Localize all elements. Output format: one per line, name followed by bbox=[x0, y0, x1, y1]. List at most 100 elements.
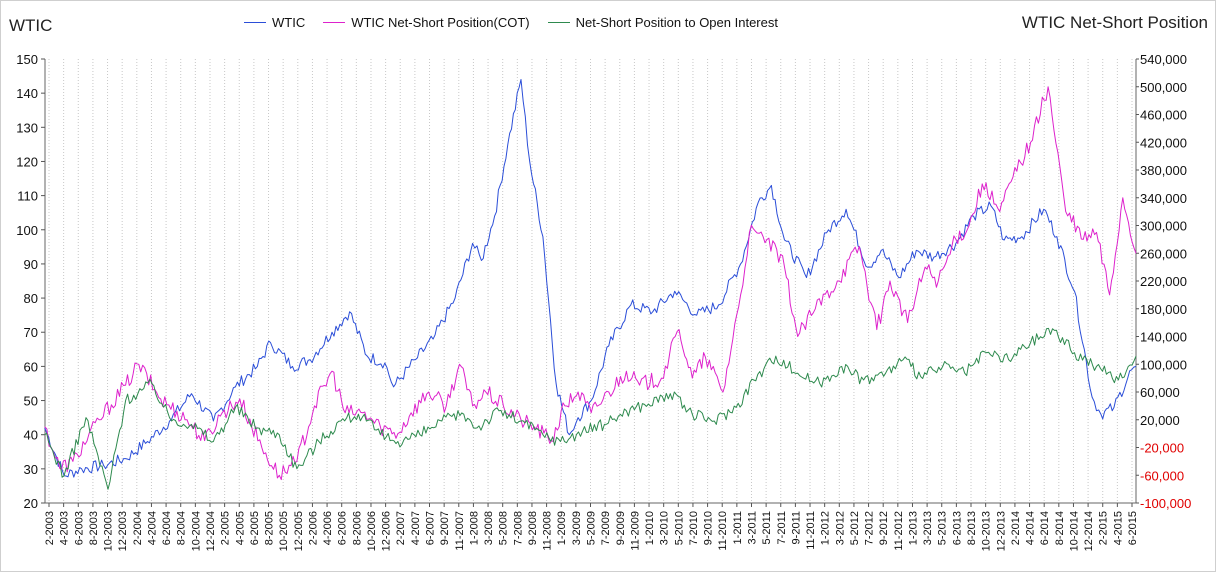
x-tick-label: 2-2014 bbox=[1010, 511, 1022, 545]
right-tick-label: 500,000 bbox=[1140, 80, 1187, 95]
x-tick-label: 7-2011 bbox=[776, 511, 788, 544]
legend-swatch-wtic bbox=[244, 22, 266, 23]
left-tick-label: 120 bbox=[16, 154, 38, 169]
x-tick-label: 5-2009 bbox=[586, 511, 598, 545]
x-tick-label: 8-2005 bbox=[264, 511, 276, 545]
x-tick-label: 4-2015 bbox=[1112, 511, 1124, 545]
x-tick-label: 10-2006 bbox=[366, 511, 378, 551]
x-tick-label: 12-2005 bbox=[293, 511, 305, 551]
x-axis-ticks: 2-2003 4-2003 6-2003 8-2003 10-2003 12-2003 2-… bbox=[44, 503, 1139, 551]
x-tick-label: 5-2011 bbox=[761, 511, 773, 544]
x-tick-label: 1-2009 bbox=[556, 511, 568, 545]
x-tick-label: 10-2013 bbox=[981, 511, 993, 551]
left-tick-label: 40 bbox=[24, 428, 38, 443]
x-tick-label: 9-2012 bbox=[878, 511, 890, 545]
x-tick-label: 5-2013 bbox=[937, 511, 949, 545]
left-axis-title: WTIC bbox=[9, 16, 53, 35]
x-tick-label: 2-2006 bbox=[307, 511, 319, 545]
x-tick-label: 5-2010 bbox=[673, 511, 685, 545]
x-tick-label: 12-2003 bbox=[117, 511, 129, 551]
x-tick-label: 3-2008 bbox=[483, 511, 495, 545]
x-tick-label: 1-2013 bbox=[907, 511, 919, 545]
left-tick-label: 90 bbox=[24, 257, 38, 272]
x-tick-label: 7-2010 bbox=[688, 511, 700, 545]
left-tick-label: 130 bbox=[16, 120, 38, 135]
x-tick-label: 3-2012 bbox=[834, 511, 846, 545]
right-tick-label: 60,000 bbox=[1140, 385, 1180, 400]
series-line-cot bbox=[44, 86, 1137, 481]
x-tick-label: 9-2010 bbox=[703, 511, 715, 545]
series-line-oi bbox=[44, 327, 1137, 490]
right-tick-label: 100,000 bbox=[1140, 357, 1187, 372]
legend-swatch-oi bbox=[547, 22, 570, 23]
x-tick-label: 6-2005 bbox=[249, 511, 261, 545]
x-tick-label: 11-2012 bbox=[893, 511, 905, 551]
x-tick-label: 7-2009 bbox=[600, 511, 612, 545]
x-tick-label: 12-2014 bbox=[1083, 511, 1095, 551]
x-tick-label: 4-2003 bbox=[59, 511, 71, 545]
right-tick-label: -60,000 bbox=[1140, 468, 1184, 483]
right-tick-label: 300,000 bbox=[1140, 219, 1187, 234]
right-tick-label: 340,000 bbox=[1140, 191, 1187, 206]
x-tick-label: 1-2010 bbox=[644, 511, 656, 545]
x-tick-label: 11-2009 bbox=[629, 511, 641, 551]
x-tick-label: 10-2014 bbox=[1068, 511, 1080, 551]
x-tick-label: 3-2013 bbox=[922, 511, 934, 545]
left-tick-label: 80 bbox=[24, 291, 38, 306]
x-tick-label: 8-2004 bbox=[176, 511, 188, 545]
right-tick-label: 460,000 bbox=[1140, 108, 1187, 123]
right-tick-label: 260,000 bbox=[1140, 246, 1187, 261]
x-tick-label: 6-2003 bbox=[73, 511, 85, 545]
left-tick-label: 30 bbox=[24, 462, 38, 477]
x-tick-label: 12-2004 bbox=[205, 511, 217, 551]
x-tick-label: 7-2008 bbox=[512, 511, 524, 545]
right-tick-label: 420,000 bbox=[1140, 135, 1187, 150]
legend-label-wtic: WTIC bbox=[272, 15, 306, 30]
left-tick-label: 110 bbox=[17, 189, 38, 204]
left-tick-label: 50 bbox=[24, 394, 38, 409]
x-tick-label: 4-2014 bbox=[1025, 511, 1037, 545]
x-tick-label: 4-2007 bbox=[410, 511, 422, 545]
legend-item-oi: Net-Short Position to Open Interest bbox=[547, 15, 778, 30]
x-tick-label: 11-2011 bbox=[805, 511, 817, 550]
x-tick-label: 1-2012 bbox=[820, 511, 832, 545]
x-tick-label: 2-2003 bbox=[44, 511, 56, 545]
right-tick-label: 20,000 bbox=[1140, 413, 1180, 428]
x-tick-label: 6-2007 bbox=[425, 511, 437, 545]
right-tick-label: 220,000 bbox=[1140, 274, 1187, 289]
right-tick-label: 180,000 bbox=[1140, 302, 1187, 317]
x-tick-label: 11-2008 bbox=[542, 511, 554, 551]
x-tick-label: 8-2003 bbox=[88, 511, 100, 545]
left-tick-label: 20 bbox=[24, 496, 38, 511]
x-tick-label: 8-2014 bbox=[1054, 511, 1066, 545]
x-tick-label: 12-2006 bbox=[381, 511, 393, 551]
legend-label-cot: WTIC Net-Short Position(COT) bbox=[351, 15, 530, 30]
x-tick-label: 2-2007 bbox=[395, 511, 407, 545]
right-tick-label: 140,000 bbox=[1140, 330, 1187, 345]
grid bbox=[48, 59, 1133, 503]
x-tick-label: 2-2005 bbox=[220, 511, 232, 545]
series-lines bbox=[44, 79, 1137, 490]
left-tick-label: 140 bbox=[16, 86, 38, 101]
right-tick-label: 540,000 bbox=[1140, 52, 1187, 67]
left-tick-label: 70 bbox=[24, 325, 38, 340]
x-tick-label: 6-2006 bbox=[337, 511, 349, 545]
x-tick-label: 1-2011 bbox=[732, 511, 744, 544]
x-tick-label: 3-2011 bbox=[746, 511, 758, 544]
x-tick-label: 11-2007 bbox=[454, 511, 466, 551]
x-tick-label: 4-2006 bbox=[322, 511, 334, 545]
x-tick-label: 1-2008 bbox=[468, 511, 480, 545]
x-tick-label: 9-2009 bbox=[615, 511, 627, 545]
left-tick-label: 150 bbox=[16, 52, 38, 67]
x-tick-label: 11-2010 bbox=[717, 511, 729, 551]
left-tick-label: 60 bbox=[24, 359, 38, 374]
x-tick-label: 6-2013 bbox=[951, 511, 963, 545]
x-tick-label: 10-2005 bbox=[278, 511, 290, 551]
x-tick-label: 9-2007 bbox=[439, 511, 451, 545]
legend-swatch-cot bbox=[323, 22, 346, 23]
x-tick-label: 7-2012 bbox=[864, 511, 876, 545]
x-tick-label: 3-2009 bbox=[571, 511, 583, 545]
x-tick-label: 5-2008 bbox=[498, 511, 510, 545]
legend-label-oi: Net-Short Position to Open Interest bbox=[575, 15, 778, 30]
